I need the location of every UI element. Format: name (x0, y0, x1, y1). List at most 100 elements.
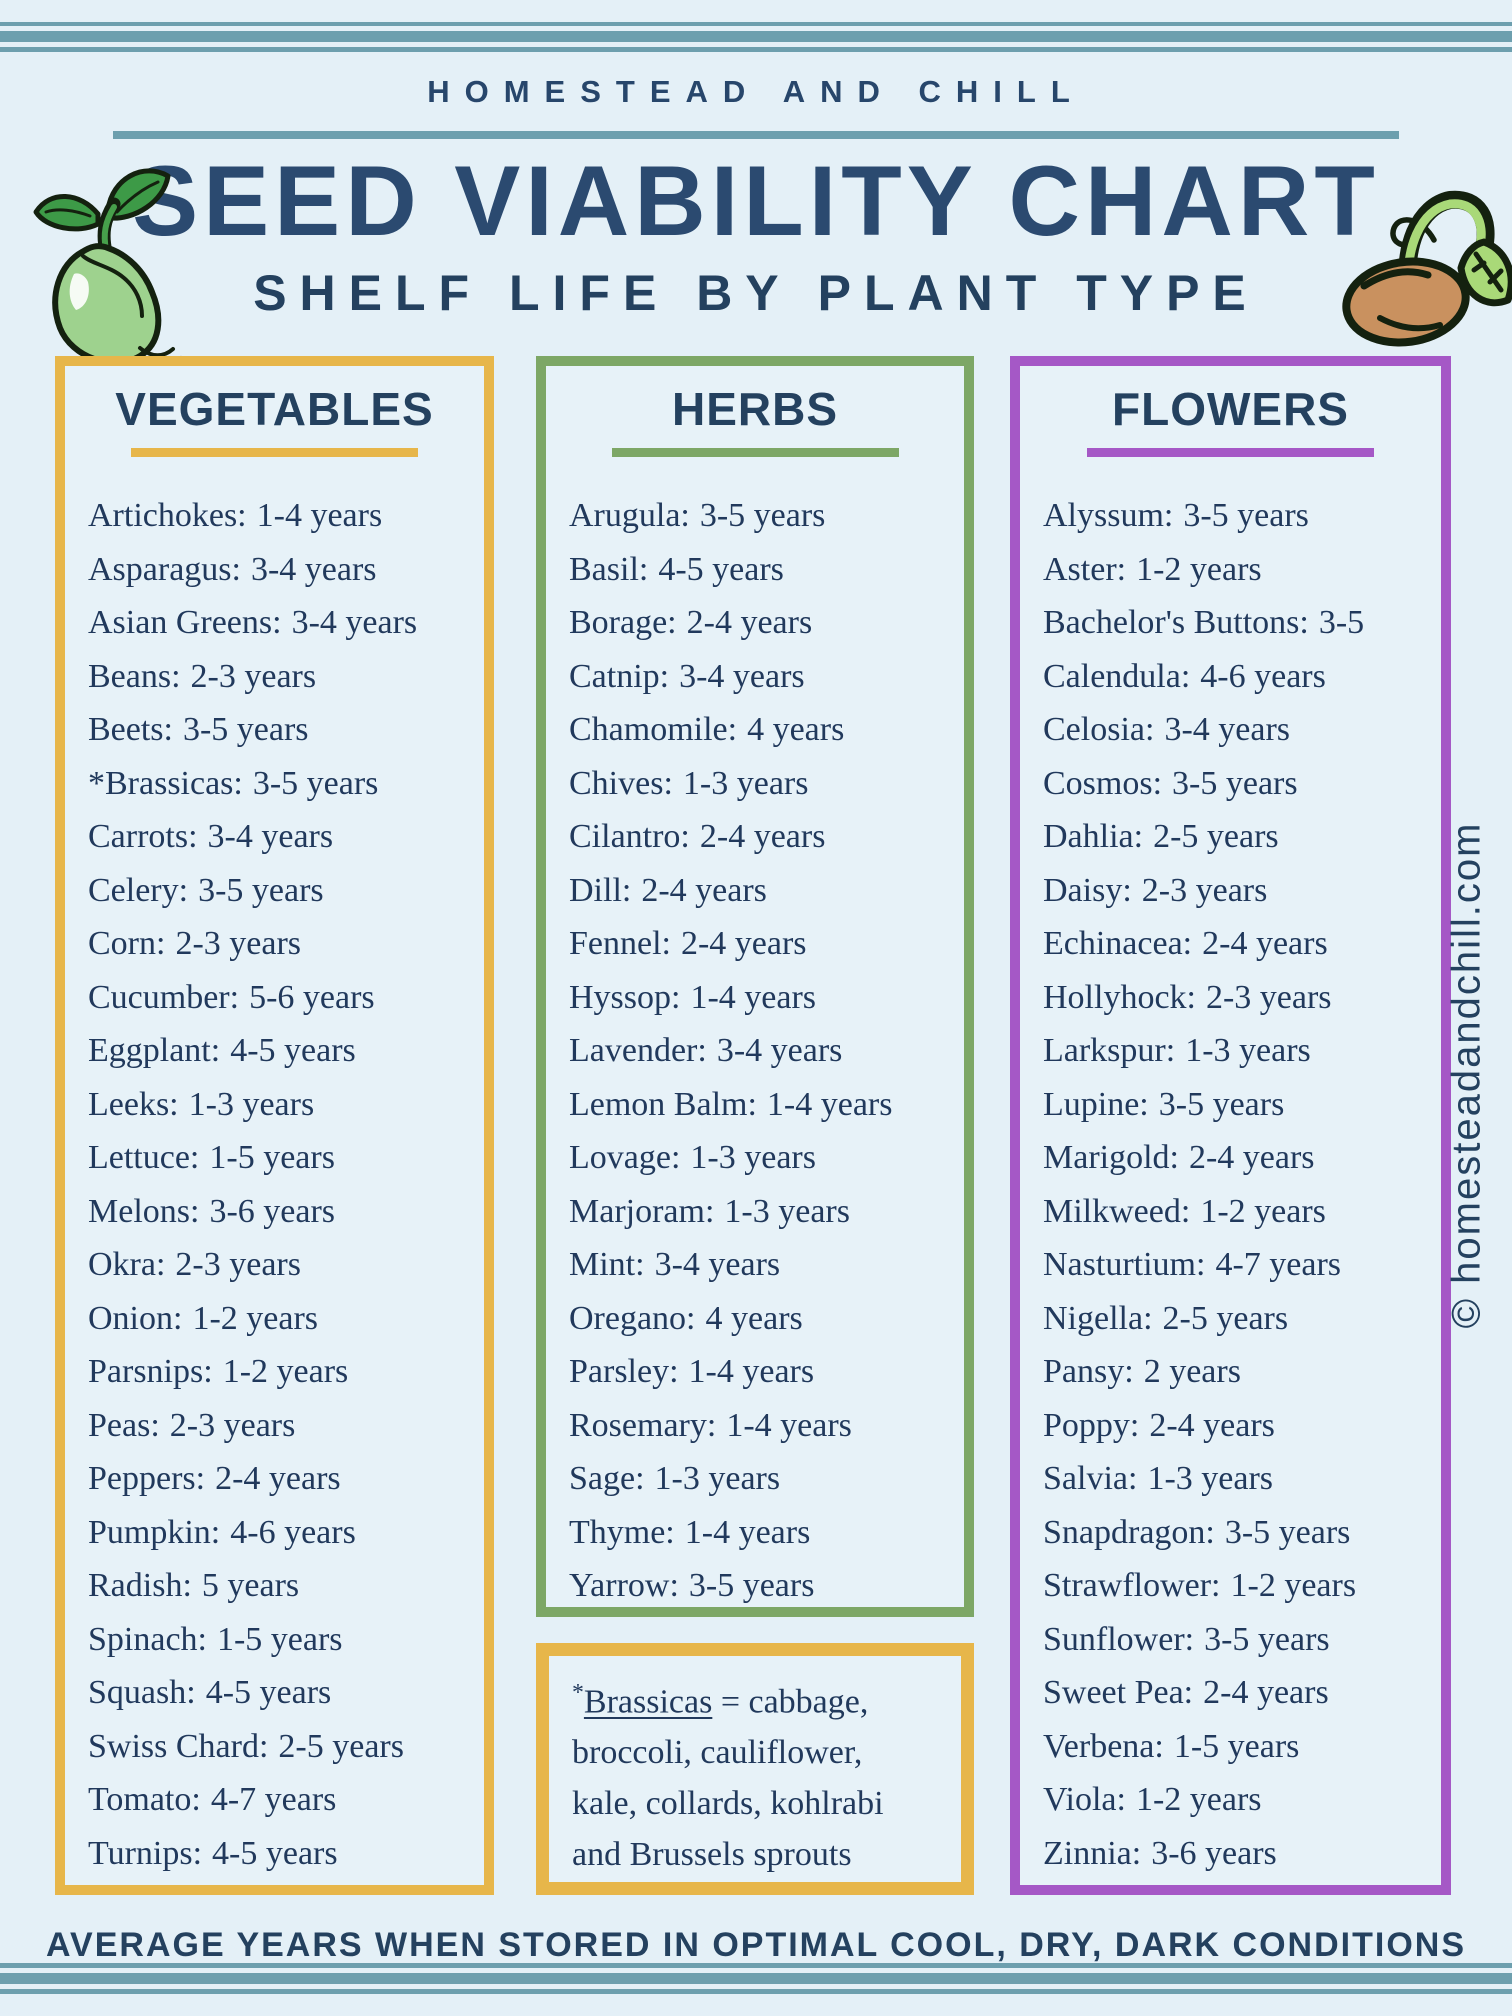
plant-years: 4-6 years (1200, 657, 1326, 695)
vegetables-heading-underline (131, 448, 418, 457)
list-item: Aster: 1-2 years (1043, 543, 1441, 597)
list-item: Sunflower: 3-5 years (1043, 1613, 1441, 1667)
plant-years: 1-3 years (724, 1192, 850, 1230)
list-item: Nigella: 2-5 years (1043, 1292, 1441, 1346)
list-item: Squash: 4-5 years (88, 1666, 484, 1720)
brassicas-note-line1: *Brassicas = cabbage, (572, 1668, 961, 1727)
list-item: Asian Greens: 3-4 years (88, 596, 484, 650)
list-item: Cucumber: 5-6 years (88, 971, 484, 1025)
plant-name: Lemon Balm: (569, 1085, 757, 1123)
flowers-list: Alyssum: 3-5 years Aster: 1-2 years Bachelor… (1043, 489, 1441, 1880)
plant-name: Hyssop: (569, 978, 681, 1016)
plant-name: Okra: (88, 1246, 166, 1283)
plant-name: Spinach: (88, 1620, 207, 1658)
plant-years: 3-5 years (1183, 497, 1309, 534)
list-item: Beets: 3-5 years (88, 703, 484, 757)
plant-years: 3-5 years (198, 871, 324, 909)
list-item: Cilantro: 2-4 years (569, 810, 964, 864)
plant-name: Pansy: (1043, 1353, 1134, 1390)
list-item: Parsnips: 1-2 years (88, 1345, 484, 1399)
plant-years: 1-3 years (654, 1460, 781, 1497)
plant-name: Beans: (88, 657, 181, 695)
list-item: Bachelor's Buttons: 3-5 (1043, 596, 1441, 650)
list-item: Pansy: 2 years (1043, 1345, 1441, 1399)
herbs-panel: HERBS Arugula: 3-5 years Basil: 4-5 years Bo… (536, 356, 974, 1617)
list-item: Eggplant: 4-5 years (88, 1024, 484, 1078)
list-item: Mint: 3-4 years (569, 1238, 964, 1292)
list-item: Peppers: 2-4 years (88, 1452, 484, 1506)
list-item: Milkweed: 1-2 years (1043, 1185, 1441, 1239)
plant-years: 1-2 years (1135, 1781, 1262, 1818)
plant-years: 2-4 years (215, 1460, 341, 1497)
plant-years: 4-5 years (658, 550, 784, 588)
plant-name: Chamomile: (569, 711, 738, 748)
plant-years: 1-2 years (192, 1299, 319, 1337)
plant-name: Salvia: (1043, 1460, 1138, 1497)
plant-name: Celosia: (1043, 711, 1155, 748)
plant-years: 2-4 years (641, 871, 767, 909)
list-item: Borage: 2-4 years (569, 596, 964, 650)
top-stripe-thin (0, 22, 1512, 26)
list-item: Arugula: 3-5 years (569, 489, 964, 543)
plant-years: 3-5 (1318, 604, 1365, 641)
list-item: Dahlia: 2-5 years (1043, 810, 1441, 864)
plant-name: Peppers: (88, 1460, 206, 1497)
list-item: Lovage: 1-3 years (569, 1131, 964, 1185)
list-item: Tomato: 4-7 years (88, 1773, 484, 1827)
plant-years: 1-4 years (688, 1353, 815, 1390)
list-item: Carrots: 3-4 years (88, 810, 484, 864)
plant-name: Beets: (88, 711, 173, 748)
plant-name: Turnips: (88, 1834, 203, 1872)
plant-years: 3-5 years (1204, 1620, 1330, 1658)
plant-years: 3-4 years (654, 1246, 781, 1283)
bottom-stripe-thin (0, 1963, 1512, 1968)
plant-years: 2-4 years (1188, 1139, 1315, 1176)
plant-name: Chives: (569, 764, 673, 802)
plant-name: Verbena: (1043, 1727, 1164, 1765)
bottom-stripe-thick (0, 1973, 1512, 1984)
plant-years: 1-3 years (682, 764, 809, 802)
plant-years: 2-3 years (190, 657, 317, 695)
germinating-seed-icon (1342, 190, 1512, 347)
plant-years: 1-4 years (726, 1406, 852, 1444)
plant-name: Borage: (569, 604, 677, 641)
page-title: SEED VIABILITY CHART (132, 145, 1380, 256)
plant-name: Leeks: (88, 1085, 179, 1123)
list-item: Echinacea: 2-4 years (1043, 917, 1441, 971)
plant-years: 3-4 years (679, 657, 805, 695)
plant-name: Sage: (569, 1460, 645, 1497)
plant-years: 1-2 years (1200, 1192, 1326, 1230)
plant-years: 1-4 years (766, 1085, 893, 1123)
plant-name: Parsnips: (88, 1353, 213, 1390)
plant-name: Catnip: (569, 657, 670, 695)
list-item: Asparagus: 3-4 years (88, 543, 484, 597)
brassicas-term: Brassicas (583, 1683, 713, 1721)
list-item: Chamomile: 4 years (569, 703, 964, 757)
plant-years: 3-4 years (1164, 711, 1290, 748)
plant-name: Nigella: (1043, 1299, 1153, 1337)
list-item: Melons: 3-6 years (88, 1185, 484, 1239)
asterisk: * (572, 1680, 584, 1706)
storage-conditions-footnote: AVERAGE YEARS WHEN STORED IN OPTIMAL COO… (46, 1926, 1466, 1964)
plant-name: Tomato: (88, 1781, 201, 1818)
plant-years: 2-4 years (699, 818, 826, 855)
list-item: Celery: 3-5 years (88, 864, 484, 918)
list-item: Lemon Balm: 1-4 years (569, 1078, 964, 1132)
plant-name: Milkweed: (1043, 1192, 1191, 1230)
list-item: Dill: 2-4 years (569, 864, 964, 918)
plant-years: 4 years (705, 1299, 803, 1337)
list-item: Okra: 2-3 years (88, 1238, 484, 1292)
list-item: Leeks: 1-3 years (88, 1078, 484, 1132)
list-item: Strawflower: 1-2 years (1043, 1559, 1441, 1613)
plant-name: Pumpkin: (88, 1513, 221, 1551)
plant-name: Marjoram: (569, 1192, 715, 1230)
plant-years: 1-5 years (1173, 1727, 1300, 1765)
plant-name: Lavender: (569, 1032, 707, 1069)
herbs-heading: HERBS (671, 383, 839, 435)
plant-name: Radish: (88, 1567, 192, 1604)
plant-years: 2-4 years (1149, 1406, 1275, 1444)
plant-years: 4-7 years (210, 1781, 337, 1818)
list-item: Thyme: 1-4 years (569, 1506, 964, 1560)
list-item: Swiss Chard: 2-5 years (88, 1720, 484, 1774)
plant-name: Calendula: (1043, 657, 1191, 695)
